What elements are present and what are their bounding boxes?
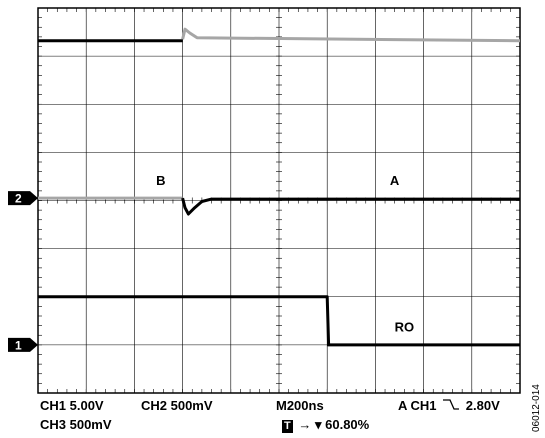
- channel-marker-1-label: 1: [15, 338, 22, 352]
- trigger-source-readout: A CH1 2.80V: [398, 398, 500, 413]
- channel-markers: 21: [8, 191, 38, 352]
- ch2-scale-readout: CH2 500mV: [141, 398, 213, 413]
- ch1-scale-readout: CH1 5.00V: [40, 398, 104, 413]
- trace-label-ro: RO: [395, 319, 415, 334]
- falling-edge-icon: [443, 399, 460, 410]
- channel-marker-2-label: 2: [15, 192, 22, 206]
- trace-label-a: A: [390, 173, 400, 188]
- trace-5: [38, 295, 520, 347]
- figure-id: 06012-014: [531, 384, 542, 432]
- trigger-marker-icon: T: [282, 420, 293, 433]
- trigger-level-label: 2.80V: [465, 398, 500, 413]
- trace-label-b: B: [156, 173, 165, 188]
- ch3-scale-readout: CH3 500mV: [40, 417, 112, 432]
- trigger-source-label: A CH1: [398, 398, 437, 413]
- arrow-right-icon: → ▾: [298, 417, 322, 432]
- channel-marker-1-icon: [8, 337, 38, 352]
- trigger-position-readout: T → ▾ 60.80%: [282, 417, 369, 433]
- waveform-traces: [37, 27, 521, 347]
- trigger-position-value: 60.80%: [325, 417, 370, 432]
- trace-annotations: B A RO: [156, 173, 414, 334]
- channel-marker-2-icon: [8, 191, 38, 206]
- timebase-readout: M200ns: [276, 398, 324, 413]
